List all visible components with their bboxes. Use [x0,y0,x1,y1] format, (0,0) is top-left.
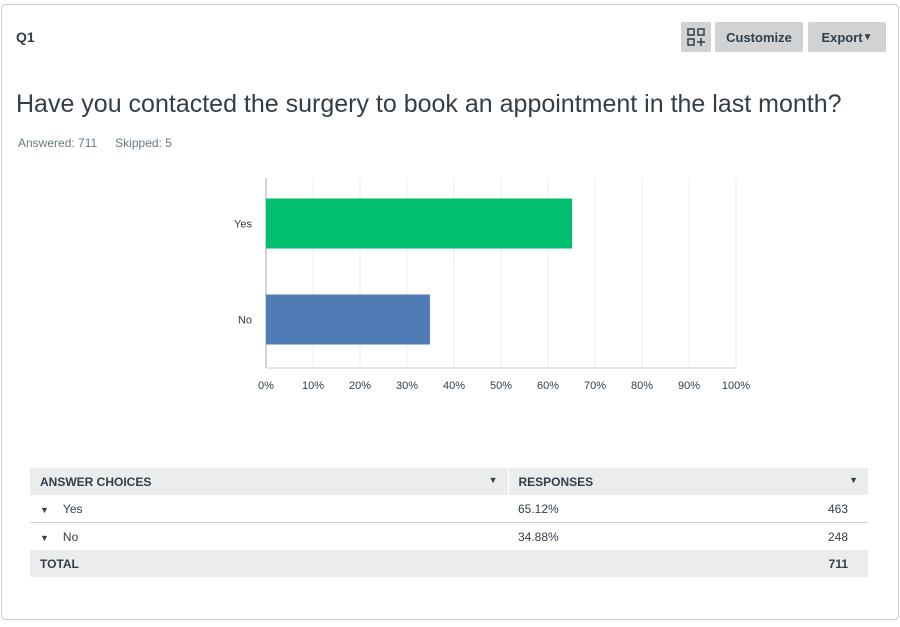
expand-caret-icon[interactable]: ▼ [40,532,49,543]
x-tick-label: 50% [490,380,512,392]
header-answer-choices[interactable]: ANSWER CHOICES ▼ [30,468,509,495]
export-button[interactable]: Export ▼ [808,22,886,52]
question-title: Have you contacted the surgery to book a… [16,90,842,118]
y-category-label: Yes [234,219,252,231]
add-widget-button[interactable] [681,22,711,52]
table-row: ▼ No 34.88% 248 [40,529,848,544]
responses-table: ANSWER CHOICES ▼ RESPONSES ▼ ▼ Yes 65.12% 463 … [30,468,868,577]
x-tick-label: 10% [302,380,324,392]
bar-no [266,294,430,345]
bar-yes [266,198,573,249]
x-tick-label: 60% [537,380,559,392]
table-row: ▼ Yes 65.12% 463 [30,495,868,523]
grid-plus-icon [687,28,705,46]
x-tick-label: 80% [631,380,653,392]
total-row: TOTAL 711 [30,550,868,577]
x-tick-label: 90% [678,380,700,392]
x-tick-label: 20% [349,380,371,392]
expand-caret-icon[interactable]: ▼ [40,504,49,515]
x-tick-label: 30% [396,380,418,392]
x-tick-label: 70% [584,380,606,392]
skipped-count: Skipped: 5 [115,136,172,150]
caret-down-icon: ▼ [862,31,873,43]
question-number: Q1 [16,29,35,45]
bar-chart: 0% 10% 20% 30% 40% 50% 60% 70% 80% 90% 100% Yes No [234,178,750,392]
export-label: Export [821,29,863,45]
y-category-label: No [238,315,252,327]
answered-count: Answered: 711 [18,136,98,150]
header-responses[interactable]: RESPONSES ▼ [508,468,868,495]
sort-caret-icon: ▼ [488,474,498,485]
x-tick-label: 100% [722,380,750,392]
sort-caret-icon: ▼ [849,474,858,485]
customize-button[interactable]: Customize [715,22,803,52]
x-tick-label: 40% [443,380,465,392]
x-tick-label: 0% [258,380,274,392]
